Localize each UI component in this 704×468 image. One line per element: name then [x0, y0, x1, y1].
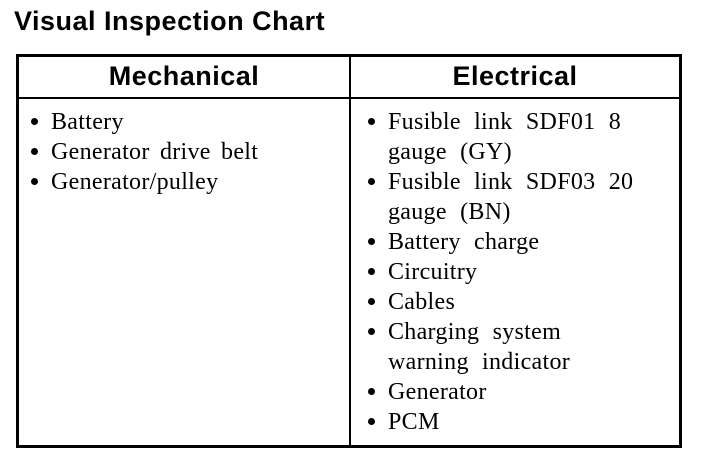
list-item: Battery charge — [366, 227, 675, 257]
bullet-icon — [29, 137, 51, 167]
list-item: Charging system warning indicator — [366, 317, 675, 377]
list-item-line: PCM — [388, 409, 440, 435]
list-item-line: Battery charge — [388, 229, 540, 255]
page-title: Visual Inspection Chart — [14, 6, 326, 36]
list-item-text: Battery charge — [388, 227, 539, 257]
list-item-line: warning indicator — [388, 349, 571, 375]
bullet-icon — [366, 287, 388, 317]
list-item: Cables — [366, 287, 675, 317]
bullet-icon — [366, 377, 388, 407]
list-item-text: Generator/pulley — [51, 167, 218, 197]
list-item-line: gauge (GY) — [388, 139, 512, 165]
list-item-line: gauge (BN) — [388, 199, 511, 225]
bullet-icon — [366, 107, 388, 137]
bullet-icon — [366, 407, 388, 437]
list-item-line: Generator — [388, 379, 487, 405]
list-item-text: Generator — [388, 377, 487, 407]
list-item: Generator — [366, 377, 675, 407]
table-header-row: Mechanical Electrical — [19, 57, 679, 99]
list-item-line: Cables — [388, 289, 456, 315]
list-item: Circuitry — [366, 257, 675, 287]
bullet-icon — [366, 317, 388, 347]
list-item-line: Circuitry — [388, 259, 478, 285]
electrical-item-list: Fusible link SDF01 8 gauge (GY) Fusible li… — [351, 99, 679, 445]
list-item: Fusible link SDF03 20 gauge (BN) — [366, 167, 675, 227]
list-item: Generator/pulley — [29, 167, 345, 197]
bullet-icon — [29, 167, 51, 197]
list-item-line: Fusible link SDF03 20 — [388, 169, 634, 195]
list-item-text: Battery — [51, 107, 124, 137]
list-item: Generator drive belt — [29, 137, 345, 167]
bullet-icon — [366, 227, 388, 257]
bullet-icon — [366, 167, 388, 197]
bullet-icon — [366, 257, 388, 287]
list-item-line: Fusible link SDF01 8 — [388, 109, 622, 135]
table-body-row: Battery Generator drive belt Generator/pul… — [19, 99, 679, 445]
list-item: PCM — [366, 407, 675, 437]
list-item-text: Fusible link SDF03 20 gauge (BN) — [388, 167, 633, 227]
list-item-line: Battery — [51, 109, 124, 135]
list-item-line: Generator drive belt — [51, 139, 259, 165]
column-header-electrical: Electrical — [452, 61, 578, 91]
list-item-text: Cables — [388, 287, 455, 317]
list-item: Fusible link SDF01 8 gauge (GY) — [366, 107, 675, 167]
list-item-line: Generator/pulley — [51, 169, 219, 195]
list-item-text: PCM — [388, 407, 440, 437]
mechanical-item-list: Battery Generator drive belt Generator/pul… — [19, 99, 351, 445]
list-item-text: Fusible link SDF01 8 gauge (GY) — [388, 107, 621, 167]
list-item-text: Charging system warning indicator — [388, 317, 570, 377]
list-item-line: Charging system — [388, 319, 562, 345]
column-header-mechanical: Mechanical — [19, 57, 351, 97]
list-item-text: Generator drive belt — [51, 137, 258, 167]
list-item-text: Circuitry — [388, 257, 477, 287]
bullet-icon — [29, 107, 51, 137]
visual-inspection-table: Mechanical Electrical Battery Generator d… — [16, 54, 682, 448]
list-item: Battery — [29, 107, 345, 137]
